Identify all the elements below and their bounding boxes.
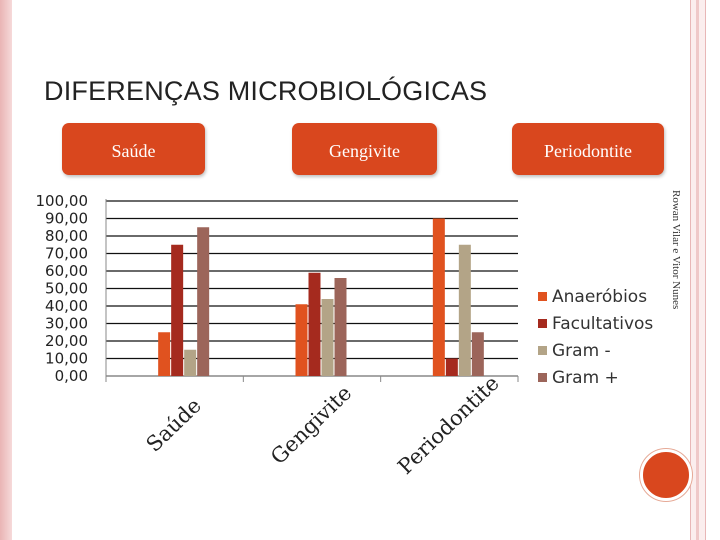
legend-label: Anaeróbios	[552, 287, 647, 307]
y-tick-label: 10,00	[45, 350, 88, 368]
slide-title: DIFERENÇAS MICROBIOLÓGICAS	[44, 76, 488, 106]
decorative-circle	[640, 449, 692, 501]
bar	[171, 244, 184, 376]
y-tick-label: 0,00	[55, 367, 88, 385]
author-credit: Rowan Vilar e Vitor Nunes	[670, 190, 682, 310]
y-tick-label: 80,00	[45, 227, 88, 245]
y-tick-label: 30,00	[45, 315, 88, 333]
bar	[295, 304, 308, 376]
y-tick-label: 90,00	[45, 210, 88, 228]
bar	[308, 272, 321, 376]
legend-swatch	[538, 319, 547, 328]
legend-swatch	[538, 373, 547, 382]
pill-gengivite: Gengivite	[292, 123, 437, 175]
pill-label: Gengivite	[329, 140, 400, 161]
bar	[197, 227, 210, 376]
legend-swatch	[538, 346, 547, 355]
legend-label: Gram +	[552, 368, 619, 388]
slide-frame-right	[690, 0, 706, 540]
bar	[471, 332, 484, 376]
bar	[321, 299, 334, 376]
bar	[334, 278, 347, 376]
y-tick-label: 70,00	[45, 245, 88, 263]
bar	[445, 358, 458, 376]
pill-periodontite: Periodontite	[512, 123, 664, 175]
x-category-label: Periodontite	[393, 371, 504, 479]
y-tick-label: 40,00	[45, 297, 88, 315]
bar	[432, 218, 445, 376]
x-category-label: Gengivite	[266, 381, 356, 469]
bar	[458, 244, 471, 376]
pill-label: Saúde	[111, 140, 156, 161]
legend-label: Gram -	[552, 341, 611, 361]
y-tick-label: 100,00	[36, 192, 89, 210]
pill-label: Periodontite	[544, 140, 632, 161]
slide-frame-left	[0, 0, 12, 540]
y-tick-label: 20,00	[45, 332, 88, 350]
bar	[158, 332, 171, 376]
x-category-label: Saúde	[142, 393, 206, 456]
y-tick-label: 50,00	[45, 280, 88, 298]
legend-label: Facultativos	[552, 314, 653, 334]
bar	[184, 349, 197, 376]
y-tick-label: 60,00	[45, 262, 88, 280]
pill-saude: Saúde	[62, 123, 205, 175]
legend-swatch	[538, 292, 547, 301]
